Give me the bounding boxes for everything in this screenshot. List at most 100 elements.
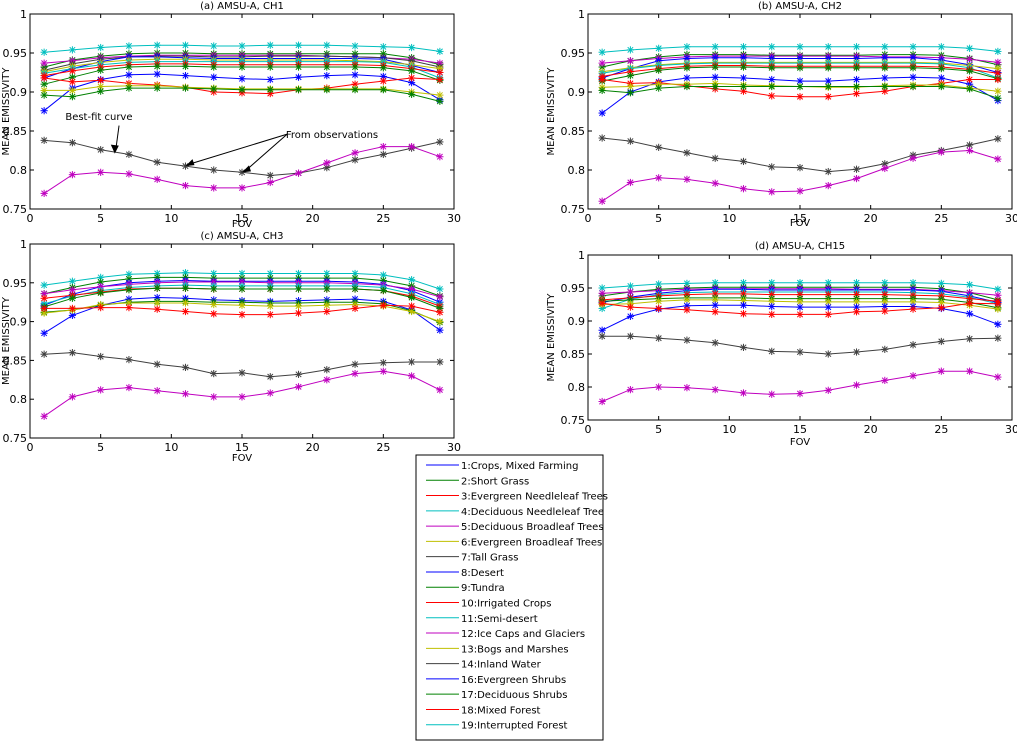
data-point-marker bbox=[351, 156, 359, 164]
data-point-marker bbox=[909, 372, 917, 380]
data-point-marker bbox=[40, 107, 48, 115]
data-point-marker bbox=[881, 82, 889, 91]
data-point-marker bbox=[323, 376, 331, 384]
data-point-marker bbox=[97, 304, 105, 312]
data-point-marker bbox=[266, 178, 274, 187]
series-line bbox=[40, 349, 444, 381]
data-point-marker bbox=[824, 77, 832, 85]
data-point-marker bbox=[824, 386, 832, 394]
data-point-marker bbox=[40, 136, 48, 144]
series-line bbox=[40, 299, 444, 326]
data-point-marker bbox=[796, 390, 804, 398]
data-point-marker bbox=[739, 310, 748, 318]
y-tick-label: 0.9 bbox=[568, 315, 586, 328]
data-point-marker bbox=[408, 143, 416, 151]
data-point-marker bbox=[966, 67, 974, 75]
data-point-marker bbox=[351, 269, 359, 278]
y-tick-label: 1 bbox=[20, 8, 27, 21]
data-point-marker bbox=[266, 63, 274, 71]
data-point-marker bbox=[379, 43, 387, 51]
data-point-marker bbox=[210, 184, 218, 192]
data-point-marker bbox=[739, 63, 748, 71]
data-point-marker bbox=[436, 91, 444, 99]
data-point-marker bbox=[937, 337, 945, 346]
data-point-marker bbox=[68, 67, 76, 75]
data-point-marker bbox=[852, 75, 861, 84]
data-point-marker bbox=[768, 347, 776, 355]
legend-box bbox=[415, 454, 604, 741]
y-tick-label: 0.95 bbox=[3, 277, 28, 290]
data-point-marker bbox=[937, 304, 945, 312]
data-point-marker bbox=[181, 390, 190, 398]
series-line bbox=[598, 43, 1002, 56]
data-point-marker bbox=[598, 397, 606, 406]
data-point-marker bbox=[408, 285, 416, 293]
data-point-marker bbox=[436, 308, 444, 316]
data-point-marker bbox=[598, 86, 606, 95]
data-point-marker bbox=[97, 76, 105, 84]
data-point-marker bbox=[655, 334, 663, 342]
legend-label: 4:Deciduous Needleleaf Tree bbox=[461, 507, 604, 518]
data-point-marker bbox=[909, 82, 917, 91]
data-point-marker bbox=[40, 294, 48, 302]
legend-entry: 19:Interrupted Forest bbox=[426, 721, 568, 732]
legend-entry: 7:Tall Grass bbox=[426, 553, 518, 564]
x-tick-label: 20 bbox=[306, 212, 320, 225]
annotations: Best-fit curve From observations bbox=[65, 112, 378, 173]
chart-title: (a) AMSU-A, CH1 bbox=[200, 1, 284, 12]
legend-entry: 3:Evergreen Needleleaf Trees bbox=[426, 492, 608, 503]
legend-entry: 13:Bogs and Marshes bbox=[426, 644, 569, 655]
data-point-marker bbox=[966, 367, 974, 375]
data-point-marker bbox=[97, 66, 105, 74]
legend-label: 9:Tundra bbox=[461, 583, 505, 594]
data-point-marker bbox=[598, 134, 606, 142]
annotation-arrow bbox=[245, 133, 288, 171]
data-point-marker bbox=[909, 154, 917, 162]
x-tick-label: 10 bbox=[164, 212, 178, 225]
data-point-marker bbox=[266, 285, 274, 293]
y-tick-label: 0.8 bbox=[568, 164, 586, 177]
data-point-marker bbox=[125, 170, 133, 178]
data-point-marker bbox=[994, 58, 1002, 66]
data-point-marker bbox=[598, 299, 606, 307]
data-point-marker bbox=[683, 384, 691, 392]
y-tick-label: 0.95 bbox=[3, 47, 28, 60]
data-point-marker bbox=[408, 79, 416, 87]
series-line bbox=[598, 299, 1002, 318]
data-point-marker bbox=[994, 69, 1002, 77]
data-point-marker bbox=[994, 94, 1002, 102]
chart-panel-c: (c) AMSU-A, CH3 0 5 10 15 20 25 30 0.75 0.8 0.85 0.… bbox=[1, 231, 461, 464]
data-point-marker bbox=[739, 54, 748, 62]
data-point-marker bbox=[379, 64, 387, 72]
data-point-marker bbox=[768, 310, 776, 318]
data-point-marker bbox=[711, 179, 719, 187]
data-point-marker bbox=[238, 285, 246, 293]
series-line bbox=[40, 269, 444, 293]
data-point-marker bbox=[626, 386, 634, 394]
data-point-marker bbox=[768, 92, 776, 100]
data-point-marker bbox=[408, 358, 416, 366]
data-point-marker bbox=[966, 281, 974, 289]
data-point-marker bbox=[711, 308, 719, 316]
arrow-head bbox=[242, 165, 251, 173]
data-point-marker bbox=[68, 86, 76, 95]
data-point-marker bbox=[153, 305, 161, 313]
x-tick-label: 20 bbox=[306, 441, 320, 454]
data-point-marker bbox=[626, 332, 634, 340]
data-point-marker bbox=[40, 189, 48, 197]
data-point-marker bbox=[125, 150, 133, 158]
y-tick-label: 0.85 bbox=[561, 125, 586, 138]
data-point-marker bbox=[238, 369, 246, 377]
data-point-marker bbox=[238, 63, 246, 71]
legend-label: 18:Mixed Forest bbox=[461, 705, 541, 716]
data-point-marker bbox=[994, 305, 1002, 313]
data-point-marker bbox=[598, 75, 606, 84]
data-point-marker bbox=[598, 109, 606, 117]
x-tick-label: 10 bbox=[164, 441, 178, 454]
data-point-marker bbox=[626, 303, 634, 311]
legend-entry: 4:Deciduous Needleleaf Tree bbox=[426, 507, 604, 518]
data-point-marker bbox=[824, 43, 832, 51]
y-axis-label: MEAN EMISSIVITY bbox=[546, 67, 557, 156]
data-point-marker bbox=[994, 300, 1002, 308]
data-point-marker bbox=[125, 84, 133, 92]
